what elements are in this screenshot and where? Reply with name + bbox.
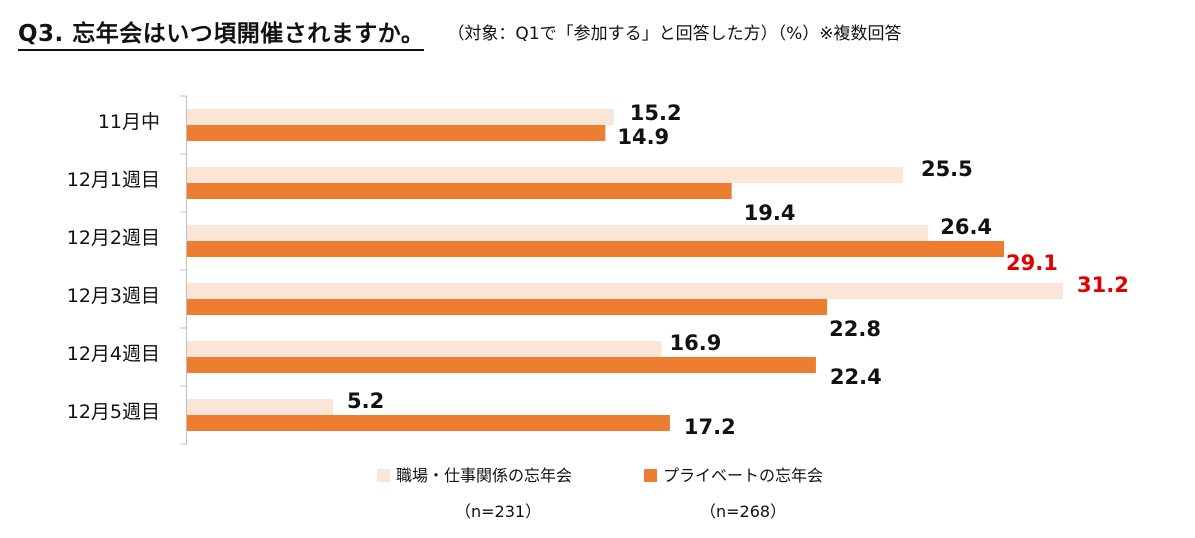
data-label: 16.9	[670, 331, 722, 355]
data-label: 17.2	[684, 415, 736, 439]
data-label: 5.2	[347, 389, 384, 413]
data-label: 14.9	[617, 125, 669, 149]
data-label: 26.4	[940, 215, 992, 239]
chart-header: Q3. 忘年会はいつ頃開催されますか。 （対象：Q1で「参加する」と回答した方）…	[18, 14, 902, 51]
bar-private	[187, 357, 816, 373]
bar-private	[187, 183, 732, 199]
question-title: Q3. 忘年会はいつ頃開催されますか。	[18, 14, 425, 51]
legend-label-series1: 職場・仕事関係の忘年会	[396, 466, 573, 485]
legend-n-series1: （n=231）	[455, 502, 542, 521]
bar-work	[187, 283, 1063, 299]
bar-work	[187, 109, 614, 125]
legend-swatch-series1	[377, 469, 390, 482]
legend-item-series1: 職場・仕事関係の忘年会	[377, 462, 572, 486]
bar-private	[187, 125, 606, 141]
bar-work	[187, 399, 333, 415]
bar-work	[187, 341, 662, 357]
legend-n-series2: （n=268）	[700, 502, 787, 521]
data-label: 19.4	[744, 201, 796, 225]
category-label: 12月3週目	[67, 285, 160, 307]
data-label: 31.2	[1077, 273, 1129, 297]
data-label: 22.8	[829, 317, 881, 341]
category-label: 12月2週目	[67, 227, 160, 249]
bar-work	[187, 225, 929, 241]
category-label: 12月1週目	[67, 169, 160, 191]
data-label: 15.2	[630, 101, 682, 125]
data-label: 22.4	[830, 365, 882, 389]
bar-private	[187, 299, 828, 315]
legend-swatch-series2	[644, 469, 657, 482]
data-label: 29.1	[1006, 251, 1058, 275]
category-label: 12月4週目	[67, 343, 160, 365]
category-label: 12月5週目	[67, 401, 160, 423]
question-subtitle: （対象：Q1で「参加する」と回答した方）（%）※複数回答	[447, 24, 902, 44]
data-label: 25.5	[921, 157, 973, 181]
legend-item-series2: プライベートの忘年会	[644, 462, 823, 486]
category-label: 11月中	[98, 111, 160, 133]
bar-private	[187, 415, 670, 431]
bar-work	[187, 167, 903, 183]
legend-label-series2: プライベートの忘年会	[663, 466, 824, 485]
bar-private	[187, 241, 1005, 257]
